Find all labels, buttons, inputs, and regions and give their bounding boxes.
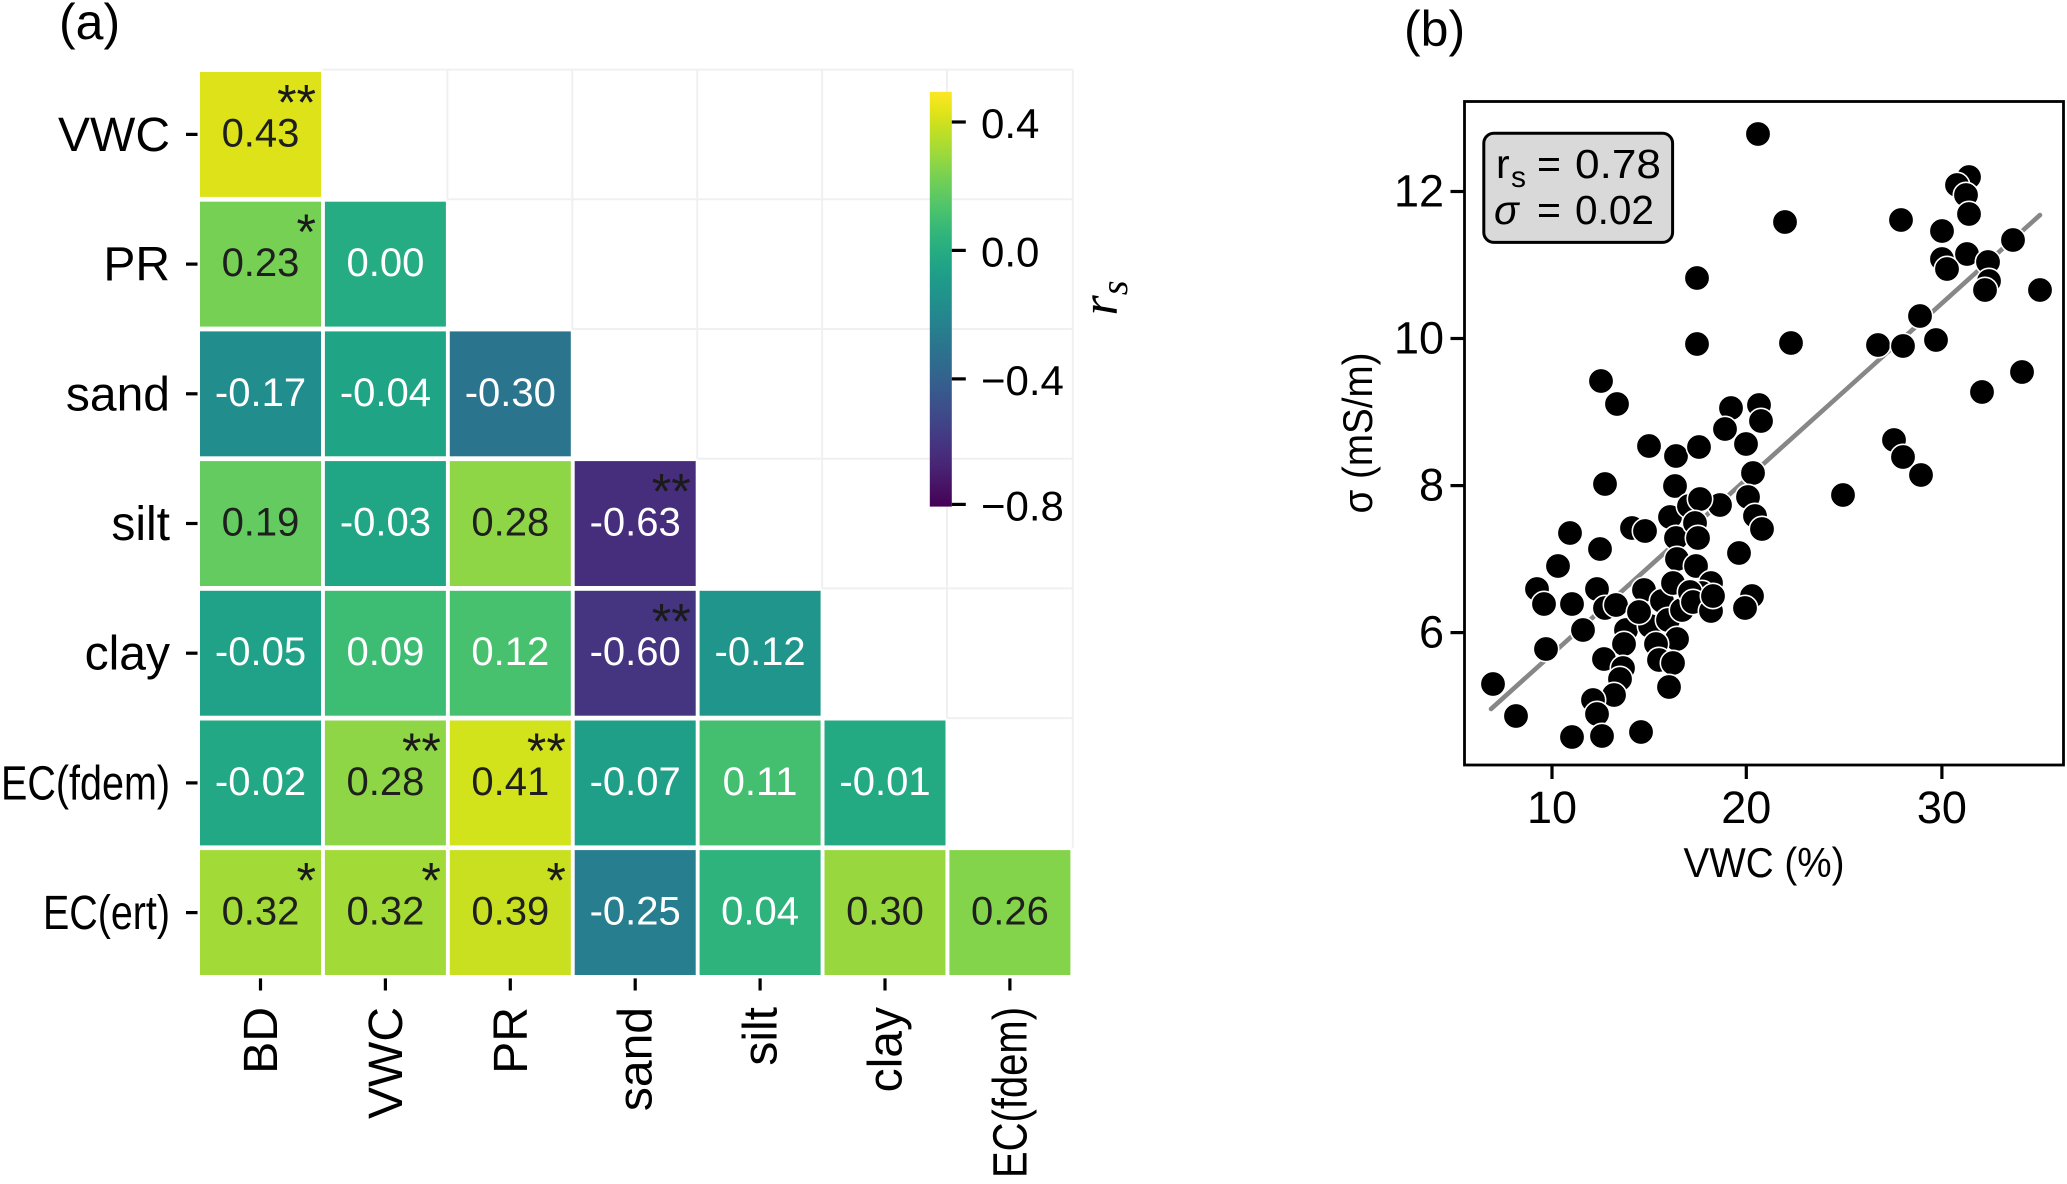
svg-text:0.09: 0.09 <box>346 630 424 674</box>
svg-text:0.04: 0.04 <box>721 890 799 934</box>
svg-text:-0.05: -0.05 <box>215 630 306 674</box>
svg-text:silt: silt <box>735 1007 788 1066</box>
svg-text:(b): (b) <box>1404 1 1465 57</box>
svg-text:0.0: 0.0 <box>981 228 1039 275</box>
svg-text:−0.4: −0.4 <box>981 357 1064 404</box>
svg-text:-0.12: -0.12 <box>715 630 806 674</box>
svg-text:20: 20 <box>1721 782 1771 833</box>
svg-text:σ (mS/m): σ (mS/m) <box>1334 353 1381 514</box>
svg-text:EC(ert): EC(ert) <box>43 887 170 940</box>
svg-text:VWC: VWC <box>360 1007 413 1119</box>
svg-text:0.28: 0.28 <box>471 501 549 545</box>
svg-text:0.26: 0.26 <box>971 890 1049 934</box>
svg-text:10: 10 <box>1394 313 1444 364</box>
svg-text:30: 30 <box>1917 782 1967 833</box>
svg-text:0.11: 0.11 <box>723 760 798 804</box>
svg-text:silt: silt <box>111 498 170 551</box>
svg-text:**: ** <box>402 723 441 779</box>
svg-text:6: 6 <box>1419 607 1444 658</box>
svg-text:**: ** <box>652 593 691 649</box>
svg-text:0.41: 0.41 <box>471 760 549 804</box>
svg-text:−0.8: −0.8 <box>981 482 1064 529</box>
svg-text:clay: clay <box>860 1007 913 1092</box>
svg-text:*: * <box>297 853 316 909</box>
svg-text:σ: σ <box>1494 187 1520 233</box>
svg-text:VWC: VWC <box>58 109 170 162</box>
svg-text:-0.01: -0.01 <box>839 760 930 804</box>
svg-text:s: s <box>1511 161 1526 194</box>
svg-text:PR: PR <box>103 239 170 292</box>
svg-text:*: * <box>297 204 316 260</box>
svg-text:=: = <box>1537 141 1561 187</box>
svg-text:0.4: 0.4 <box>981 100 1039 147</box>
svg-text:**: ** <box>527 723 566 779</box>
svg-text:0.00: 0.00 <box>346 241 424 285</box>
svg-text:12: 12 <box>1394 166 1444 217</box>
svg-text:(a): (a) <box>59 0 120 50</box>
svg-text:0.32: 0.32 <box>222 890 300 934</box>
svg-text:0.23: 0.23 <box>222 241 300 285</box>
svg-text:0.19: 0.19 <box>222 501 300 545</box>
svg-text:PR: PR <box>485 1007 538 1074</box>
svg-text:-0.03: -0.03 <box>340 501 431 545</box>
svg-text:sand: sand <box>610 1007 663 1111</box>
svg-text:EC(fdem): EC(fdem) <box>984 1007 1037 1178</box>
svg-text:**: ** <box>277 75 316 131</box>
svg-text:0.30: 0.30 <box>846 890 924 934</box>
svg-text:clay: clay <box>85 628 170 681</box>
svg-text:*: * <box>421 853 440 909</box>
svg-text:VWC (%): VWC (%) <box>1684 839 1845 886</box>
svg-text:0.28: 0.28 <box>346 760 424 804</box>
svg-text:8: 8 <box>1419 460 1444 511</box>
svg-text:*: * <box>546 853 565 909</box>
svg-text:sand: sand <box>66 368 170 421</box>
svg-text:-0.17: -0.17 <box>215 371 306 415</box>
svg-text:0.39: 0.39 <box>471 890 549 934</box>
svg-text:0.78: 0.78 <box>1575 141 1661 187</box>
svg-text:0.02: 0.02 <box>1575 187 1654 233</box>
svg-text:10: 10 <box>1527 782 1577 833</box>
svg-text:0.43: 0.43 <box>222 111 300 155</box>
svg-text:-0.30: -0.30 <box>465 371 556 415</box>
svg-text:0.32: 0.32 <box>346 890 424 934</box>
svg-text:**: ** <box>652 464 691 520</box>
svg-text:-0.07: -0.07 <box>590 760 681 804</box>
svg-text:r: r <box>1496 141 1510 187</box>
svg-text:-0.04: -0.04 <box>340 371 431 415</box>
svg-text:-0.02: -0.02 <box>215 760 306 804</box>
svg-text:BD: BD <box>235 1007 288 1074</box>
svg-text:-0.60: -0.60 <box>590 630 681 674</box>
svg-text:0.12: 0.12 <box>471 630 549 674</box>
svg-text:=: = <box>1537 187 1561 233</box>
svg-text:-0.25: -0.25 <box>590 890 681 934</box>
svg-text:-0.63: -0.63 <box>590 501 681 545</box>
svg-text:EC(fdem): EC(fdem) <box>1 757 170 810</box>
